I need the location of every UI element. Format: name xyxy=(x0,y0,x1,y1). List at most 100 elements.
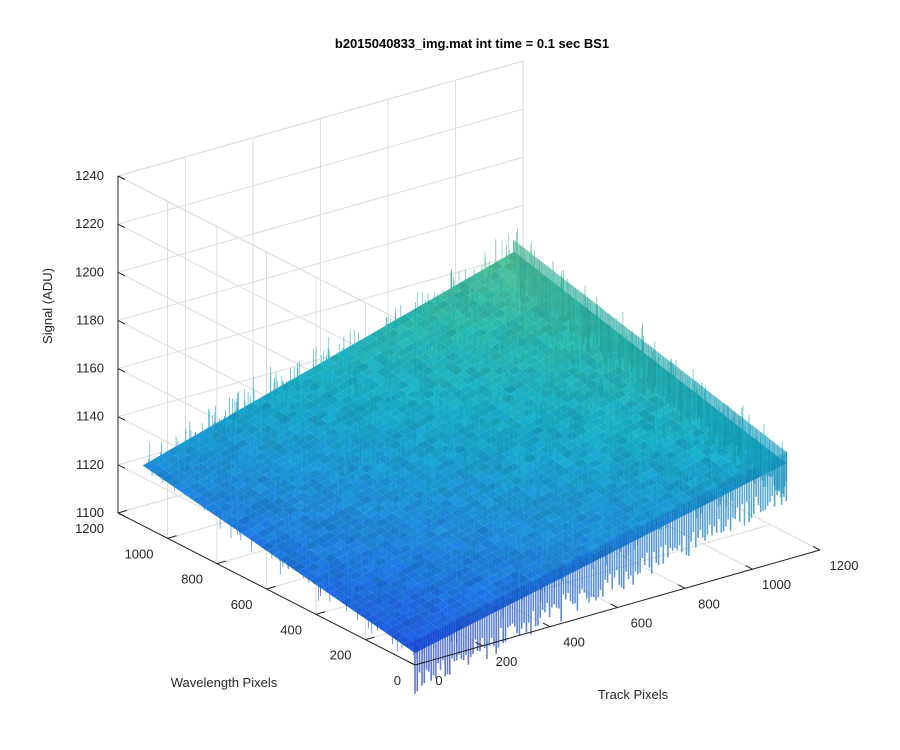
surface-cell xyxy=(367,404,382,414)
surface-cell xyxy=(511,379,527,390)
surface-cell xyxy=(589,361,604,371)
surface-cell xyxy=(595,486,611,496)
surface-cell xyxy=(581,454,597,464)
surface-cell xyxy=(616,491,631,501)
surface-cell xyxy=(316,464,331,474)
surface-cell xyxy=(498,403,514,413)
surface-cell xyxy=(211,444,227,454)
surface-cell xyxy=(435,333,450,343)
surface-cell xyxy=(525,444,540,454)
surface-cell xyxy=(274,541,290,551)
surface-cell xyxy=(402,557,417,567)
surface-cell xyxy=(373,610,389,619)
surface-cell xyxy=(606,440,622,450)
surface-cell xyxy=(488,261,504,272)
surface-cell xyxy=(241,529,257,538)
surface-cell xyxy=(480,508,495,518)
surface-cell xyxy=(489,440,505,450)
surface-cell xyxy=(395,347,410,358)
surface-cell xyxy=(610,366,625,376)
surface-cell xyxy=(704,461,720,471)
surface-cell xyxy=(522,365,538,376)
surface-cell xyxy=(336,584,352,594)
surface-cell xyxy=(359,343,375,354)
surface-cell xyxy=(307,500,322,510)
surface-cell xyxy=(336,348,352,359)
surface-cell xyxy=(395,552,411,562)
surface-cell xyxy=(461,526,476,535)
surface-cell xyxy=(311,363,327,373)
surface-cell xyxy=(255,443,271,453)
surface-cell xyxy=(361,367,377,377)
surface-cell xyxy=(168,446,183,456)
surface-cell xyxy=(441,574,457,584)
surface-cell xyxy=(632,394,648,405)
surface-cell xyxy=(384,596,400,606)
surface-cell xyxy=(375,431,390,441)
surface-cell xyxy=(453,467,469,477)
surface-cell xyxy=(420,333,436,343)
surface-cell xyxy=(483,583,498,593)
surface-cell xyxy=(614,380,629,390)
surface-cell xyxy=(475,557,490,566)
surface-cell xyxy=(637,496,652,506)
surface-cell xyxy=(538,539,553,549)
surface-cell xyxy=(557,490,573,500)
surface-cell xyxy=(322,437,338,447)
surface-cell xyxy=(234,471,250,481)
surface-cell xyxy=(525,530,541,540)
surface-cell xyxy=(324,459,340,469)
surface-cell xyxy=(449,601,464,610)
surface-cell xyxy=(382,371,397,381)
surface-cell xyxy=(332,367,347,378)
surface-cell xyxy=(687,469,703,479)
surface-cell xyxy=(323,404,338,415)
surface-cell xyxy=(466,356,481,367)
surface-cell xyxy=(669,455,684,465)
surface-cell xyxy=(255,474,270,485)
surface-cell xyxy=(598,445,613,455)
surface-cell xyxy=(323,522,338,532)
surface-cell xyxy=(399,361,414,372)
surface-cell xyxy=(673,469,688,479)
surface-cell xyxy=(471,304,486,315)
surface-cell xyxy=(245,425,261,435)
surface-cell xyxy=(465,421,480,431)
surface-cell xyxy=(468,347,484,357)
surface-cell xyxy=(450,300,466,310)
surface-cell xyxy=(496,561,511,571)
surface-cell xyxy=(521,398,537,408)
surface-cell xyxy=(571,522,587,532)
surface-cell xyxy=(373,526,388,536)
surface-cell xyxy=(527,435,543,445)
surface-cell xyxy=(454,435,469,445)
surface-cell xyxy=(186,458,202,469)
surface-cell xyxy=(444,503,460,513)
surface-cell xyxy=(544,393,560,404)
surface-cell xyxy=(552,333,567,343)
surface-cell xyxy=(538,508,554,518)
surface-cell xyxy=(551,517,566,527)
surface-cell xyxy=(443,565,459,575)
surface-cell xyxy=(671,446,687,456)
surface-cell xyxy=(222,462,237,472)
surface-cell xyxy=(462,579,477,588)
surface-cell xyxy=(226,444,242,454)
surface-cell xyxy=(366,348,381,358)
surface-cell xyxy=(489,318,505,329)
surface-cell xyxy=(582,422,597,432)
surface-cell xyxy=(490,375,506,385)
surface-cell xyxy=(408,324,423,334)
surface-cell xyxy=(677,483,692,493)
surface-cell xyxy=(412,305,428,315)
surface-cell xyxy=(258,401,274,412)
surface-cell xyxy=(421,539,436,549)
surface-cell xyxy=(353,339,369,349)
surface-cell xyxy=(368,338,383,349)
surface-cell xyxy=(697,488,713,498)
surface-cell xyxy=(622,408,637,418)
surface-cell xyxy=(254,537,269,547)
surface-cell xyxy=(249,438,265,449)
surface-cell xyxy=(501,271,516,281)
surface-cell xyxy=(547,503,562,513)
